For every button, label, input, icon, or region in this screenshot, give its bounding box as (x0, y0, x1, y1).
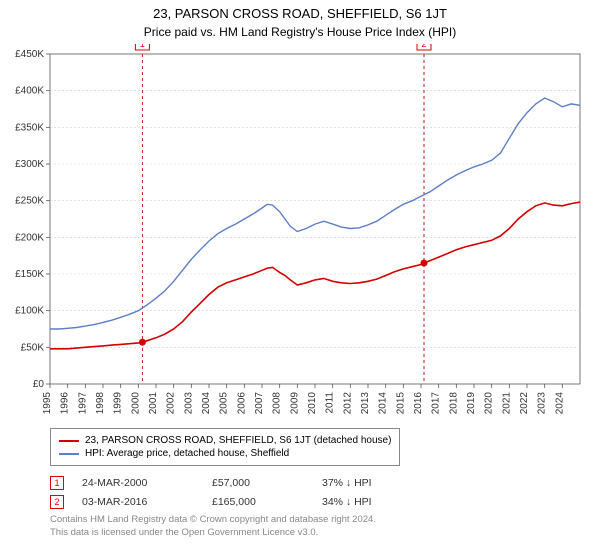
svg-text:2003: 2003 (183, 392, 194, 415)
svg-text:2022: 2022 (519, 392, 530, 415)
legend-swatch-property (59, 440, 79, 442)
svg-text:2001: 2001 (148, 392, 159, 415)
sale-row: 1 24-MAR-2000 £57,000 37% ↓ HPI (50, 475, 442, 491)
svg-text:£350K: £350K (15, 122, 44, 133)
svg-text:1997: 1997 (77, 392, 88, 415)
svg-text:£200K: £200K (15, 232, 44, 243)
svg-text:2010: 2010 (307, 392, 318, 415)
svg-text:2007: 2007 (254, 392, 265, 415)
sale-date: 03-MAR-2016 (82, 496, 212, 508)
svg-text:2011: 2011 (325, 392, 336, 414)
svg-text:£50K: £50K (21, 342, 45, 353)
svg-text:2013: 2013 (360, 392, 371, 415)
svg-text:2012: 2012 (342, 392, 353, 415)
sale-badge: 2 (50, 495, 64, 509)
chart-svg: £0 £50K £100K £150K £200K £250K £300K £350K £400… (0, 44, 600, 424)
sale-row: 2 03-MAR-2016 £165,000 34% ↓ HPI (50, 494, 442, 510)
footer-line2: This data is licensed under the Open Gov… (50, 527, 376, 540)
legend-row-hpi: HPI: Average price, detached house, Shef… (59, 448, 391, 459)
svg-text:1998: 1998 (95, 392, 106, 415)
svg-text:2018: 2018 (448, 392, 459, 415)
svg-text:2016: 2016 (413, 392, 424, 415)
legend-label-property: 23, PARSON CROSS ROAD, SHEFFIELD, S6 1JT… (85, 435, 391, 446)
sale-price: £57,000 (212, 477, 322, 489)
chart-area: £0 £50K £100K £150K £200K £250K £300K £350K £400… (0, 44, 600, 424)
svg-text:£150K: £150K (15, 269, 44, 280)
svg-text:£0: £0 (33, 379, 45, 390)
svg-text:2014: 2014 (378, 392, 389, 415)
legend-row-property: 23, PARSON CROSS ROAD, SHEFFIELD, S6 1JT… (59, 435, 391, 446)
svg-text:2002: 2002 (166, 392, 177, 415)
sale-date: 24-MAR-2000 (82, 477, 212, 489)
chart-title-address: 23, PARSON CROSS ROAD, SHEFFIELD, S6 1JT (0, 0, 600, 21)
svg-text:2015: 2015 (395, 392, 406, 415)
sale-badge: 1 (50, 476, 64, 490)
legend-swatch-hpi (59, 453, 79, 455)
svg-text:1: 1 (140, 44, 145, 49)
sale-rows: 1 24-MAR-2000 £57,000 37% ↓ HPI 2 03-MAR… (50, 472, 442, 513)
svg-text:1996: 1996 (60, 392, 71, 415)
svg-text:£400K: £400K (15, 86, 44, 97)
svg-text:2005: 2005 (219, 392, 230, 415)
svg-text:2020: 2020 (484, 392, 495, 415)
sale-price: £165,000 (212, 496, 322, 508)
svg-text:2017: 2017 (431, 392, 442, 415)
svg-text:2000: 2000 (130, 392, 141, 415)
svg-text:£250K: £250K (15, 196, 44, 207)
svg-text:2024: 2024 (554, 392, 565, 415)
svg-text:1999: 1999 (113, 392, 124, 415)
sale-rel-hpi: 34% ↓ HPI (322, 496, 442, 508)
svg-text:2004: 2004 (201, 392, 212, 415)
footer-attribution: Contains HM Land Registry data © Crown c… (50, 514, 376, 540)
svg-text:2019: 2019 (466, 392, 477, 415)
svg-text:£300K: £300K (15, 159, 44, 170)
svg-text:2021: 2021 (501, 392, 512, 415)
svg-text:£450K: £450K (15, 49, 44, 60)
legend-box: 23, PARSON CROSS ROAD, SHEFFIELD, S6 1JT… (50, 428, 400, 466)
legend-label-hpi: HPI: Average price, detached house, Shef… (85, 448, 289, 459)
sale-rel-hpi: 37% ↓ HPI (322, 477, 442, 489)
svg-text:2006: 2006 (236, 392, 247, 415)
svg-text:£100K: £100K (15, 306, 44, 317)
svg-text:2008: 2008 (272, 392, 283, 415)
svg-text:2: 2 (421, 44, 426, 49)
svg-text:2023: 2023 (537, 392, 548, 415)
svg-text:1995: 1995 (42, 392, 53, 415)
footer-line1: Contains HM Land Registry data © Crown c… (50, 514, 376, 527)
chart-title-subtitle: Price paid vs. HM Land Registry's House … (0, 21, 600, 45)
svg-text:2009: 2009 (289, 392, 300, 415)
